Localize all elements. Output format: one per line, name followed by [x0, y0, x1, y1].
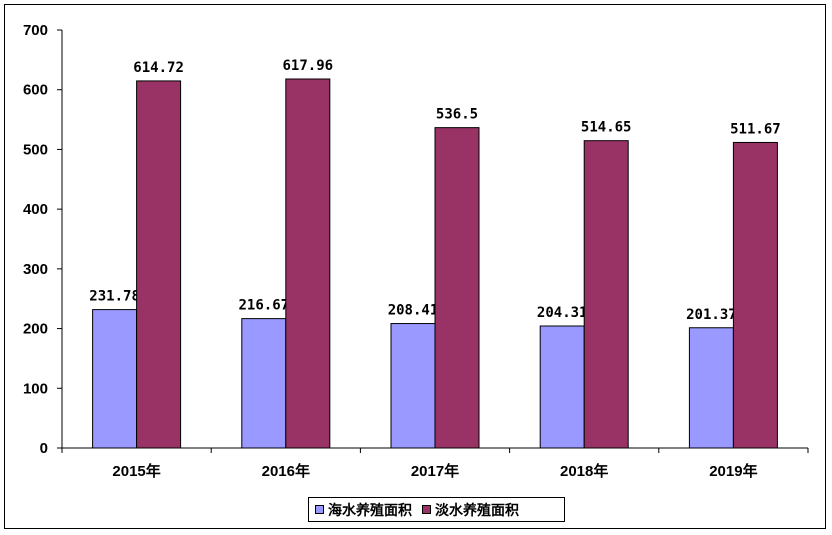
- legend-item-seawater: 海水养殖面积: [315, 500, 412, 520]
- data-label-0-4: 201.37: [686, 307, 737, 323]
- data-label-0-1: 216.67: [239, 298, 290, 314]
- legend-label-seawater: 海水养殖面积: [328, 502, 412, 519]
- x-tick-label-3: 2018年: [560, 462, 608, 480]
- data-label-1-3: 514.65: [581, 120, 632, 136]
- legend-swatch-seawater: [315, 505, 324, 514]
- legend-item-freshwater: 淡水养殖面积: [422, 500, 519, 520]
- legend: 海水养殖面积 淡水养殖面积: [308, 497, 565, 522]
- bar-0-1: [241, 318, 287, 449]
- data-label-1-0: 614.72: [133, 60, 184, 76]
- legend-swatch-freshwater: [422, 505, 431, 514]
- x-tick-label-1: 2016年: [262, 462, 310, 480]
- y-tick-label-5: 500: [23, 141, 48, 158]
- data-label-1-2: 536.5: [436, 107, 478, 123]
- y-tick-label-2: 200: [23, 321, 48, 338]
- data-label-0-3: 204.31: [537, 305, 588, 321]
- y-tick-label-7: 700: [23, 22, 48, 39]
- bar-1-0: [136, 80, 182, 449]
- bar-0-4: [688, 327, 734, 449]
- y-tick-label-6: 600: [23, 82, 48, 99]
- data-label-1-4: 511.67: [730, 121, 781, 137]
- bar-1-1: [285, 78, 331, 449]
- x-tick-label-4: 2019年: [709, 462, 757, 480]
- y-tick-label-4: 400: [23, 201, 48, 218]
- x-tick-label-0: 2015年: [112, 462, 160, 480]
- x-tick-label-2: 2017年: [411, 462, 459, 480]
- bar-0-0: [92, 309, 138, 449]
- bar-1-4: [732, 141, 778, 449]
- y-tick-label-1: 100: [23, 380, 48, 397]
- bar-1-3: [583, 140, 629, 449]
- data-label-0-0: 231.78: [89, 289, 140, 305]
- y-tick-label-0: 0: [40, 440, 48, 457]
- bar-1-2: [434, 127, 480, 449]
- data-label-1-1: 617.96: [283, 58, 334, 74]
- legend-label-freshwater: 淡水养殖面积: [435, 502, 519, 519]
- bar-0-3: [539, 325, 585, 449]
- bar-0-2: [390, 323, 436, 449]
- y-tick-label-3: 300: [23, 261, 48, 278]
- data-label-0-2: 208.41: [388, 303, 439, 319]
